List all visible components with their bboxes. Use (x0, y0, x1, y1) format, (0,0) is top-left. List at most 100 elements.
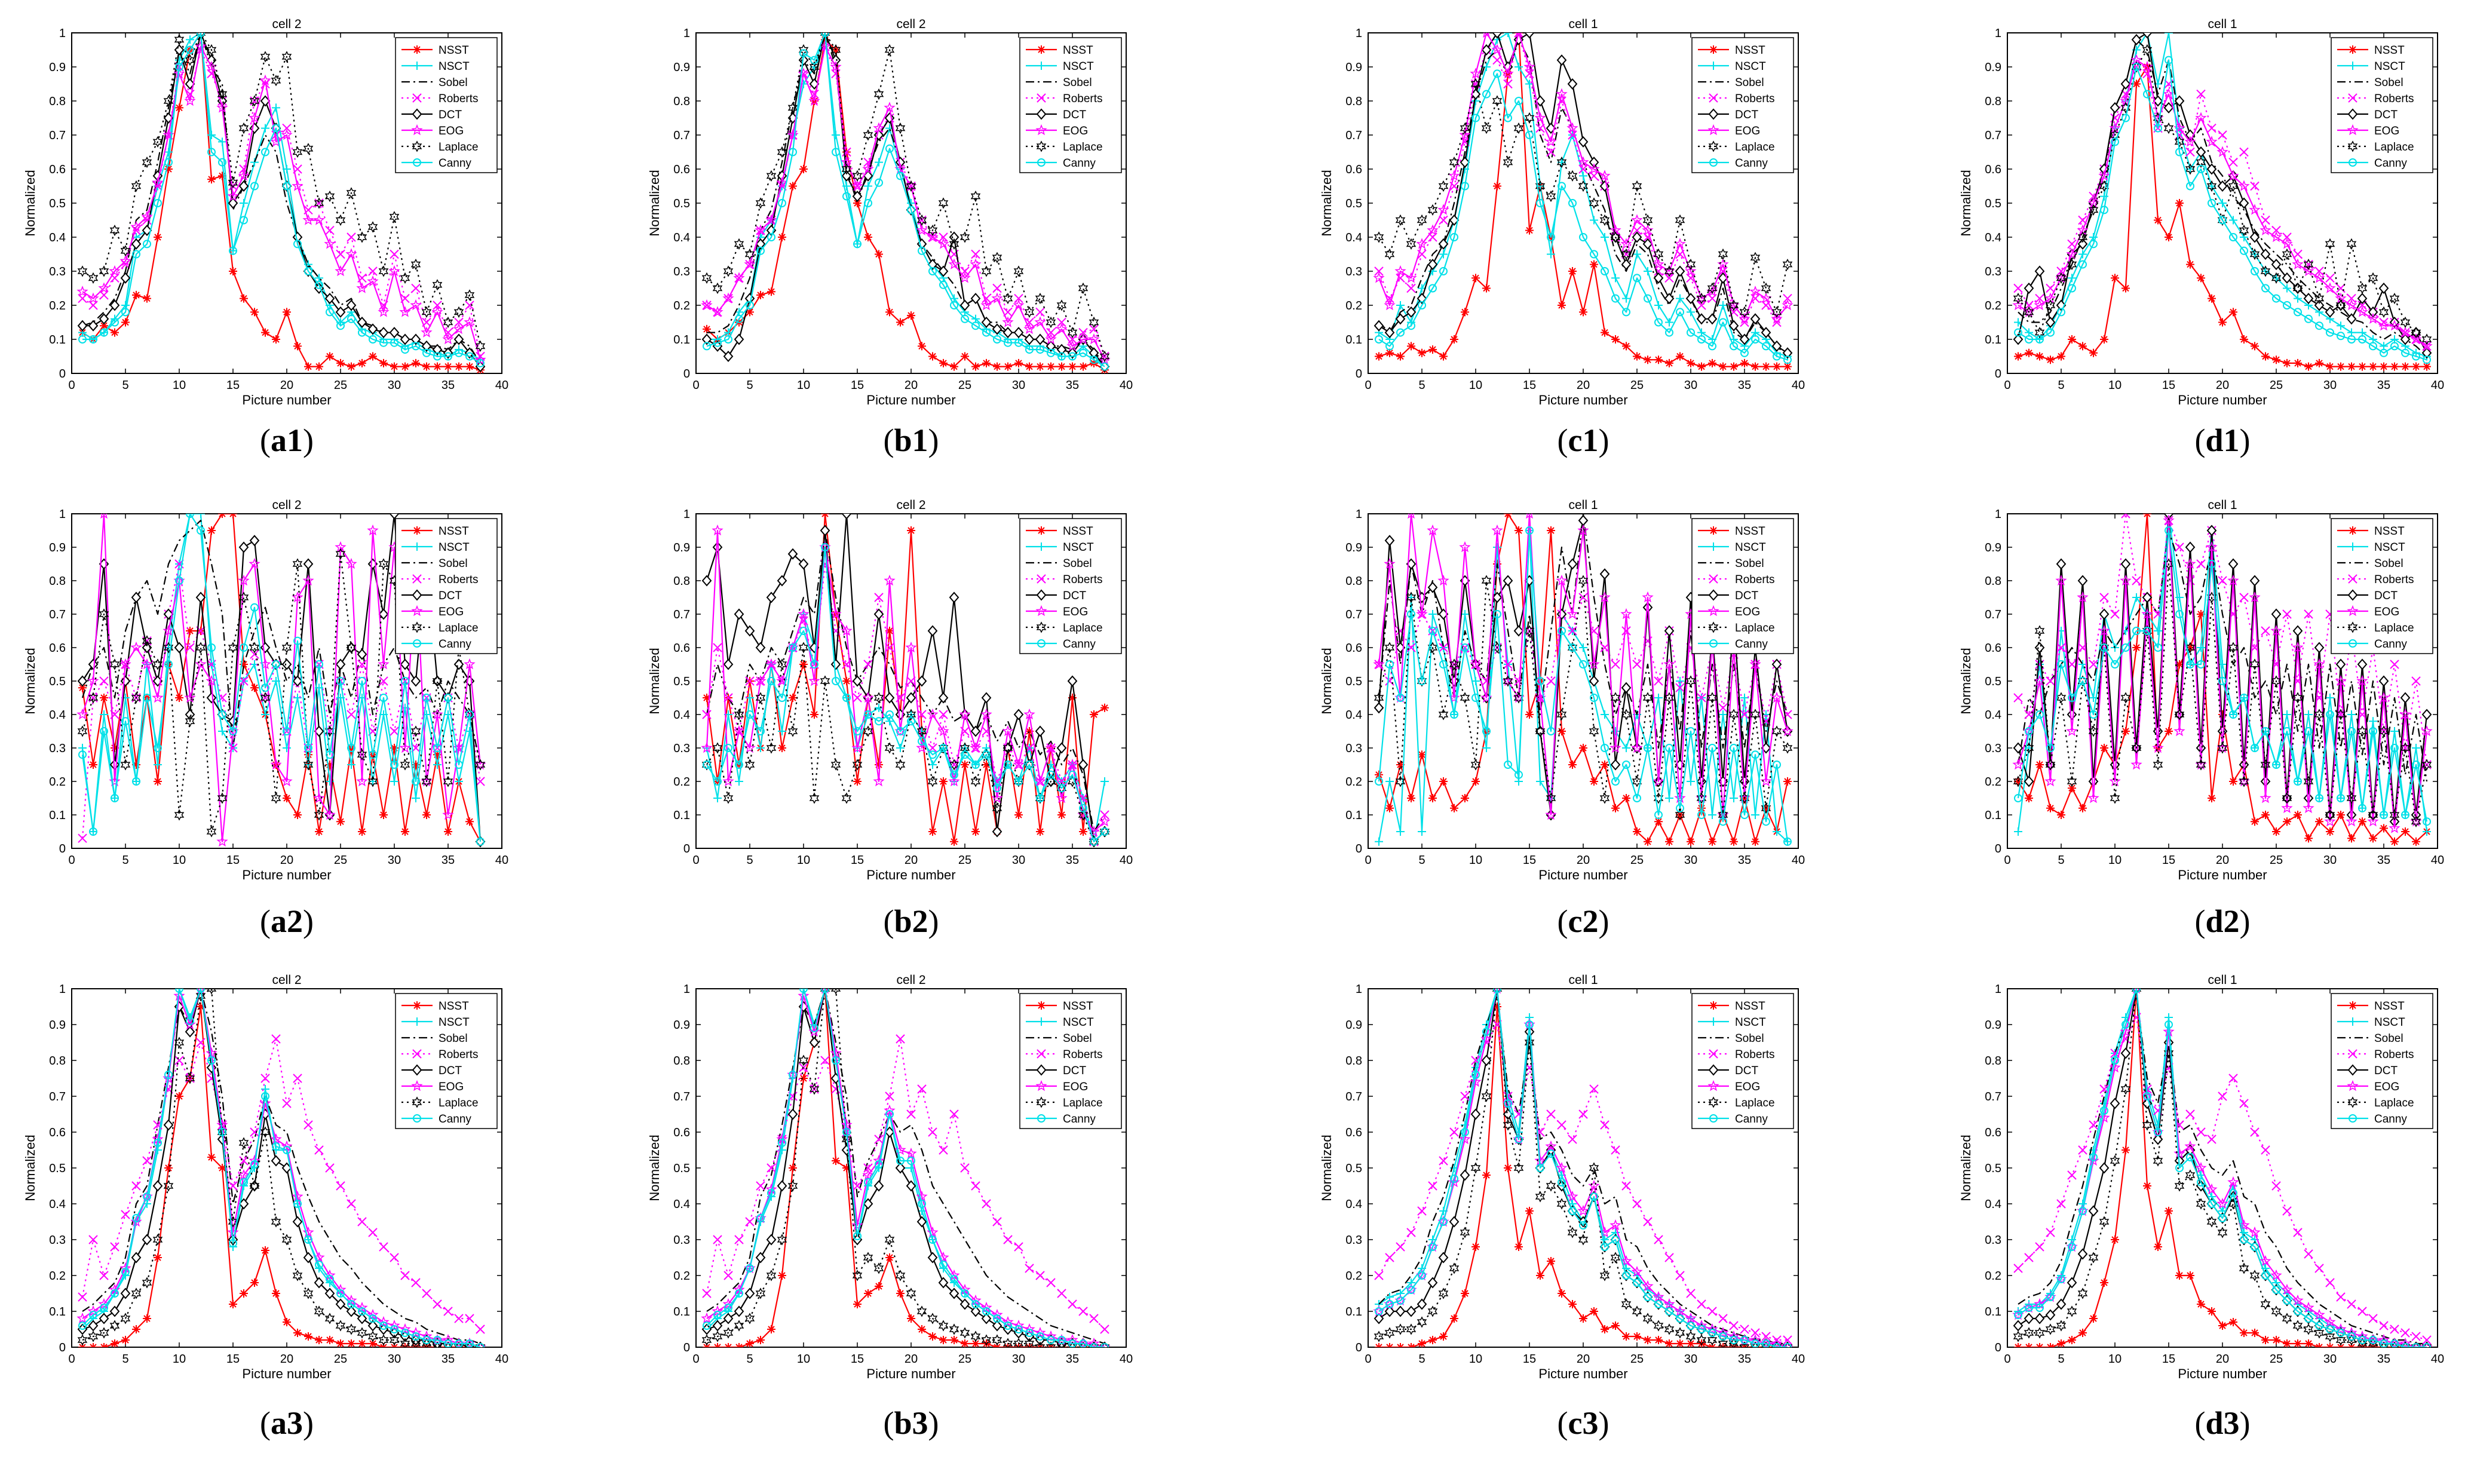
data-point-nsct (1375, 837, 1383, 846)
data-point-laplace (809, 792, 820, 804)
y-tick-label: 0.5 (1985, 197, 2001, 210)
data-point-eog (2303, 802, 2314, 814)
y-tick-label: 0.9 (1345, 1019, 1362, 1032)
data-point-laplace (1685, 675, 1696, 687)
data-point-canny (1014, 777, 1023, 786)
data-point-laplace (1046, 316, 1056, 329)
data-point-roberts (745, 676, 755, 686)
data-point-roberts (1078, 1307, 1088, 1316)
data-point-canny (2412, 761, 2420, 769)
y-tick-label: 0.9 (49, 61, 66, 74)
data-point-laplace (992, 802, 1002, 814)
data-point-nsst (2283, 358, 2291, 367)
legend-label: Laplace (439, 141, 479, 154)
data-point-dct (1632, 231, 1642, 243)
data-point-eog (2260, 792, 2271, 804)
data-point-canny (336, 321, 345, 330)
data-point-nsst (132, 1325, 140, 1333)
data-point-laplace (1449, 658, 1460, 670)
data-point-eog (2184, 557, 2196, 569)
y-tick-label: 0.2 (1985, 1270, 2001, 1283)
data-point-eog (2421, 340, 2433, 351)
data-point-laplace (2335, 709, 2346, 720)
data-point-dct (723, 1313, 734, 1324)
x-axis-label: Picture number (1538, 393, 1627, 407)
data-point-nsst (2412, 362, 2420, 371)
data-point-nsst (100, 694, 108, 702)
data-point-laplace (841, 792, 852, 804)
legend-label: Laplace (1063, 1097, 1103, 1109)
data-point-canny (1100, 1343, 1109, 1347)
data-point-laplace (314, 1305, 324, 1317)
data-point-nsst (111, 744, 119, 752)
data-point-canny (1493, 69, 1501, 78)
data-point-nsct (164, 148, 173, 157)
y-tick-label: 0.3 (1985, 1234, 2001, 1247)
data-point-canny (2035, 335, 2044, 344)
data-point-canny (422, 348, 431, 357)
data-point-roberts (1783, 1335, 1792, 1345)
legend-marker-dct (412, 108, 422, 120)
data-point-canny (1601, 744, 1609, 752)
data-point-nsct (1471, 677, 1480, 685)
data-point-laplace (766, 742, 777, 754)
data-point-laplace (2335, 1334, 2346, 1346)
legend-marker-laplace (1708, 140, 1719, 152)
data-point-eog (1771, 312, 1783, 324)
data-point-eog (1749, 286, 1761, 297)
data-point-canny (2143, 90, 2151, 99)
panel-d2: 0 5 10 15 20 25 30 35 4000.10.20.30.40.50.60.70.… (1958, 498, 2444, 939)
data-point-canny (1375, 335, 1383, 344)
legend-label: DCT (2374, 590, 2398, 602)
data-point-canny (928, 1235, 937, 1244)
data-point-laplace (1524, 1037, 1535, 1048)
data-point-eog (1588, 162, 1600, 174)
data-point-laplace (260, 51, 271, 63)
data-point-laplace (981, 749, 992, 761)
data-point-roberts (2142, 1084, 2152, 1094)
data-point-nsst (950, 1336, 958, 1344)
data-point-canny (111, 1289, 119, 1298)
data-point-laplace (1089, 316, 1099, 329)
data-point-canny (950, 770, 958, 779)
legend-marker-laplace (2347, 621, 2358, 633)
data-point-eog (1566, 1190, 1578, 1202)
data-point-roberts (745, 1217, 755, 1227)
data-point-laplace (1406, 591, 1417, 603)
data-point-eog (195, 658, 207, 670)
data-point-laplace (701, 759, 712, 771)
panel-caption: (c3) (1558, 1405, 1609, 1441)
data-point-nsst (950, 837, 958, 846)
legend-label: EOG (439, 1081, 464, 1093)
x-tick-label: 35 (2377, 1353, 2390, 1366)
data-point-roberts (896, 1034, 905, 1044)
data-point-nsst (2283, 1339, 2291, 1347)
data-point-laplace (271, 1216, 281, 1228)
data-point-canny (1418, 677, 1426, 685)
data-point-laplace (1750, 1341, 1761, 1347)
series-line-sobel (2017, 529, 2428, 782)
data-point-canny (2089, 1153, 2098, 1161)
data-point-laplace (2357, 725, 2368, 737)
data-point-nsst (240, 660, 248, 669)
data-point-roberts (992, 283, 1002, 293)
data-point-roberts (2325, 1278, 2335, 1287)
data-point-roberts (2207, 123, 2216, 133)
data-point-canny (2057, 308, 2065, 317)
data-point-nsst (961, 352, 969, 361)
data-point-nsct (713, 794, 722, 802)
data-point-laplace (2120, 102, 2131, 114)
x-tick-label: 30 (1012, 1353, 1025, 1366)
data-point-nsst (2089, 1314, 2098, 1323)
data-point-canny (2423, 1343, 2431, 1347)
data-point-eog (1674, 238, 1686, 249)
legend-label: NSST (2374, 1000, 2405, 1013)
x-tick-label: 10 (797, 1353, 810, 1366)
data-point-roberts (906, 1109, 916, 1119)
data-point-nsst (2261, 811, 2270, 819)
data-point-eog (916, 1190, 928, 1202)
data-point-nsst (832, 1157, 840, 1165)
legend-label: Roberts (1735, 1048, 1775, 1061)
